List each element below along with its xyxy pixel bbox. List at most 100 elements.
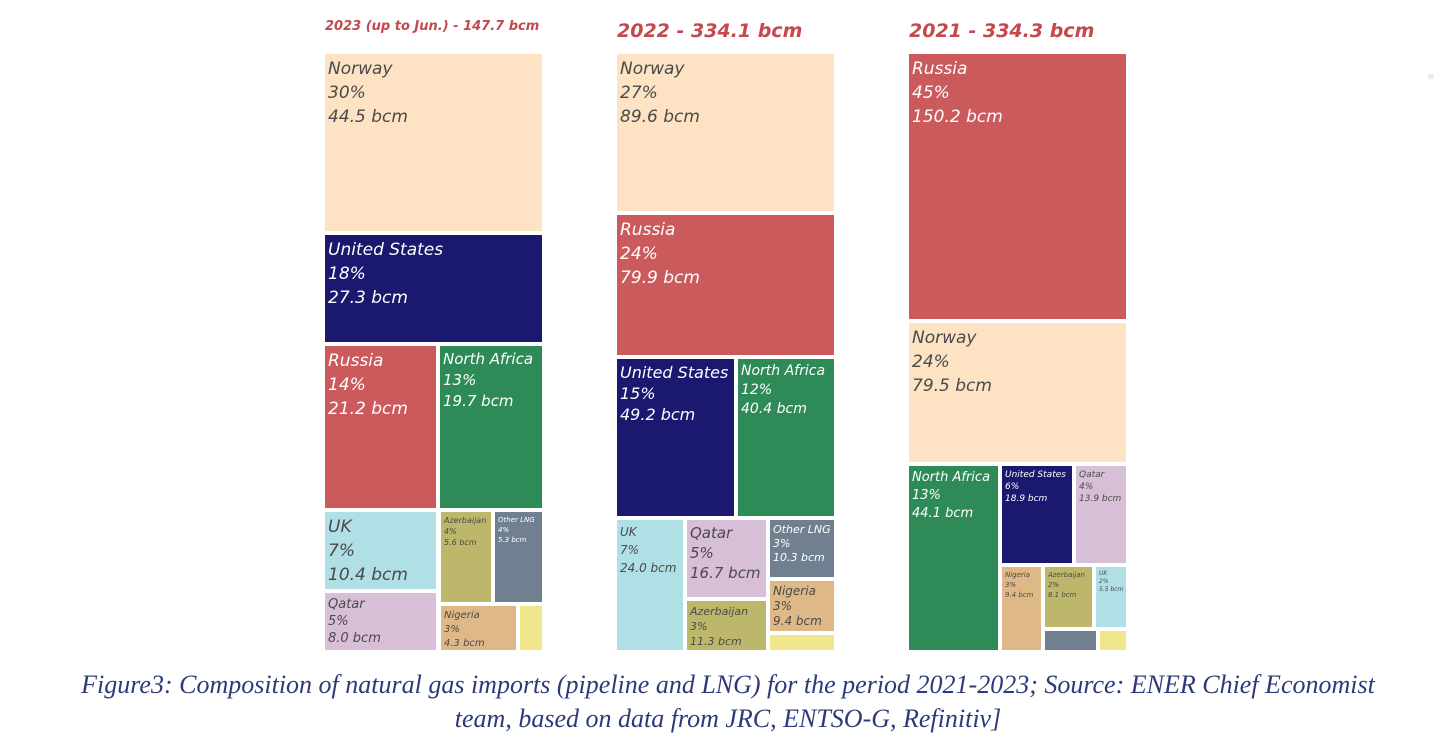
cell-name: Russia (912, 59, 968, 79)
cell-name: Russia (328, 351, 384, 371)
cell-pct: 15% (620, 384, 656, 403)
cell-value: 27.3 bcm (328, 288, 408, 308)
cell-pct: 24% (620, 244, 658, 264)
treemap-cell-qatar: Qatar 5% 16.7 bcm (687, 520, 766, 597)
treemap-cell-other (1100, 631, 1126, 650)
cell-name: UK (620, 525, 637, 539)
cell-value: 8.0 bcm (328, 631, 381, 646)
treemap-cell-other-lng: Other LNG 4% 5.3 bcm (495, 512, 542, 602)
cell-name: Nigeria (1005, 571, 1031, 579)
cell-pct: 7% (328, 541, 355, 561)
chart-title-0: 2023 (up to Jun.) - 147.7 bcm (325, 19, 540, 34)
cell-pct: 4% (498, 526, 510, 534)
cell-name: Norway (912, 328, 977, 348)
treemap-cell-other (520, 606, 542, 650)
treemap-cell-united-states: United States 6% 18.9 bcm (1002, 466, 1072, 563)
cell-value: 13.9 bcm (1079, 494, 1122, 504)
cell-value: 10.3 bcm (773, 551, 825, 564)
treemap-cell-azerbaijan: Azerbaijan 4% 5.6 bcm (441, 512, 491, 602)
treemap-cell-russia: Russia 24% 79.9 bcm (617, 215, 834, 355)
treemap-cell-nigeria: Nigeria 3% 9.4 bcm (1002, 567, 1041, 650)
cell-value: 8.1 bcm (1048, 591, 1077, 599)
treemap-cell-other (770, 635, 834, 650)
cell-name: Other LNG (498, 516, 535, 524)
cell-pct: 3% (773, 599, 793, 613)
treemap-cell-uk: UK 2% 5.5 bcm (1096, 567, 1126, 627)
cell-name: Norway (328, 59, 393, 79)
cell-pct: 45% (912, 83, 950, 103)
edge-mark (1428, 74, 1434, 79)
cell-pct: 12% (741, 382, 773, 398)
cell-value: 24.0 bcm (620, 561, 677, 575)
treemap-cell-nigeria: Nigeria 3% 4.3 bcm (441, 606, 516, 650)
cell-value: 49.2 bcm (620, 405, 696, 424)
treemap-cell-north-africa: North Africa 12% 40.4 bcm (738, 359, 834, 516)
cell-name: Azerbaijan (1048, 571, 1085, 579)
cell-name: Qatar (690, 524, 733, 542)
treemap-cell-norway: Norway 27% 89.6 bcm (617, 54, 834, 211)
cell-pct: 3% (690, 620, 708, 633)
cell-value: 16.7 bcm (690, 564, 761, 582)
cell-name: UK (328, 517, 352, 537)
cell-value: 18.9 bcm (1005, 494, 1048, 504)
cell-pct: 14% (328, 375, 366, 395)
treemap-cell-united-states: United States 18% 27.3 bcm (325, 235, 542, 342)
treemap-cell-north-africa: North Africa 13% 44.1 bcm (909, 466, 998, 650)
cell-value: 44.1 bcm (912, 506, 974, 521)
treemap-cell-other-lng (1045, 631, 1096, 650)
cell-value: 21.2 bcm (328, 399, 408, 419)
cell-pct: 4% (444, 527, 457, 536)
cell-pct: 5% (690, 544, 714, 562)
cell-pct: 27% (620, 83, 658, 103)
figure-caption: Figure3: Composition of natural gas impo… (0, 668, 1456, 736)
treemap-cell-uk: UK 7% 10.4 bcm (325, 512, 436, 589)
cell-value: 79.5 bcm (912, 376, 992, 396)
treemap-cell-norway: Norway 30% 44.5 bcm (325, 54, 542, 231)
treemap-cell-russia: Russia 45% 150.2 bcm (909, 54, 1126, 319)
cell-pct: 4% (1079, 482, 1094, 492)
cell-name: United States (328, 240, 444, 260)
cell-name: Azerbaijan (444, 516, 487, 525)
cell-name: Nigeria (444, 610, 480, 621)
treemap-cell-other-lng: Other LNG 3% 10.3 bcm (770, 520, 834, 577)
cell-value: 89.6 bcm (620, 107, 700, 127)
cell-value: 9.4 bcm (773, 614, 822, 628)
treemap-cell-qatar: Qatar 5% 8.0 bcm (325, 593, 436, 650)
cell-name: Qatar (328, 597, 365, 612)
treemap-cell-nigeria: Nigeria 3% 9.4 bcm (770, 581, 834, 631)
treemap-cell-united-states: United States 15% 49.2 bcm (617, 359, 734, 516)
cell-name: North Africa (443, 350, 534, 368)
treemap-cell-azerbaijan: Azerbaijan 2% 8.1 bcm (1045, 567, 1092, 627)
cell-pct: 5% (328, 614, 349, 629)
caption-line-2: team, based on data from JRC, ENTSO-G, R… (454, 704, 1002, 733)
cell-name: Russia (620, 220, 676, 240)
cell-name: Azerbaijan (690, 605, 749, 618)
treemap-cell-qatar: Qatar 4% 13.9 bcm (1076, 466, 1126, 563)
cell-name: UK (1099, 570, 1108, 577)
cell-pct: 3% (773, 537, 791, 550)
cell-name: Nigeria (773, 584, 816, 598)
cell-value: 40.4 bcm (741, 401, 807, 417)
cell-value: 4.3 bcm (444, 638, 485, 649)
cell-pct: 6% (1005, 482, 1020, 492)
cell-name: United States (1005, 470, 1066, 480)
chart-title-2: 2021 - 334.3 bcm (909, 20, 1095, 42)
cell-pct: 2% (1099, 578, 1109, 585)
cell-pct: 18% (328, 264, 366, 284)
cell-value: 5.6 bcm (444, 538, 477, 547)
treemap-cell-north-africa: North Africa 13% 19.7 bcm (440, 346, 542, 508)
cell-pct: 7% (620, 543, 640, 557)
cell-pct: 13% (443, 371, 477, 389)
cell-pct: 13% (912, 488, 941, 503)
treemap-cell-russia: Russia 14% 21.2 bcm (325, 346, 436, 508)
cell-value: 19.7 bcm (443, 392, 514, 410)
cell-value: 9.4 bcm (1005, 591, 1034, 599)
cell-pct: 3% (444, 624, 460, 635)
chart-title-1: 2022 - 334.1 bcm (617, 20, 803, 42)
treemap-cell-norway: Norway 24% 79.5 bcm (909, 323, 1126, 462)
cell-pct: 24% (912, 352, 950, 372)
cell-pct: 3% (1005, 581, 1017, 589)
caption-line-1: Figure3: Composition of natural gas impo… (81, 670, 1375, 699)
cell-pct: 2% (1048, 581, 1060, 589)
cell-value: 150.2 bcm (912, 107, 1003, 127)
